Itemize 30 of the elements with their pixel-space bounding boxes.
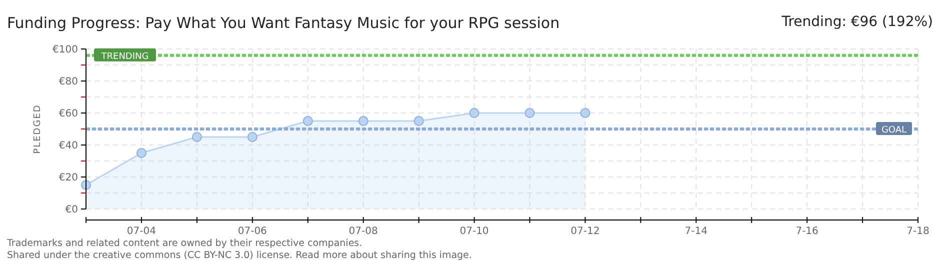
point bbox=[302, 116, 313, 126]
x-tick-label: 07-12 bbox=[570, 226, 600, 237]
x-tick-label: 07-06 bbox=[238, 226, 267, 237]
y-tick-label: €60 bbox=[58, 108, 78, 120]
ref-line-label: GOAL bbox=[881, 126, 907, 136]
chart-title: Funding Progress: Pay What You Want Fantasy Music for your RPG session bbox=[7, 14, 560, 32]
x-tick-label: 07-10 bbox=[460, 226, 489, 237]
y-axis-title: PLEDGED bbox=[33, 104, 43, 154]
point bbox=[192, 132, 202, 142]
text: Trademarks and related content are owned by their respective companies. bbox=[6, 238, 362, 249]
point bbox=[247, 132, 258, 142]
y-tick-label: €100 bbox=[52, 44, 78, 56]
text: Shared under the creative commons (CC BY-NC 3.0) license. Read more about sharing this image. bbox=[7, 250, 472, 261]
y-tick-label: €0 bbox=[65, 204, 78, 216]
x-tick-label: 07-08 bbox=[348, 226, 378, 237]
x-tick-label: 7-18 bbox=[906, 226, 930, 237]
point bbox=[414, 116, 424, 126]
x-tick-label: 7-14 bbox=[684, 226, 708, 237]
point bbox=[136, 148, 146, 158]
x-tick-label: 7-16 bbox=[796, 226, 818, 237]
y-tick-label: €80 bbox=[58, 76, 78, 88]
y-tick-label: €40 bbox=[58, 140, 78, 152]
point bbox=[580, 108, 590, 118]
point bbox=[358, 116, 368, 126]
point bbox=[524, 108, 535, 118]
ref-line-label: TRENDING bbox=[100, 52, 149, 62]
x-tick-label: 07-04 bbox=[126, 226, 156, 237]
chart-subtitle: Trending: €96 (192%) bbox=[780, 14, 933, 30]
y-tick-label: €20 bbox=[58, 172, 78, 184]
point bbox=[469, 108, 480, 118]
